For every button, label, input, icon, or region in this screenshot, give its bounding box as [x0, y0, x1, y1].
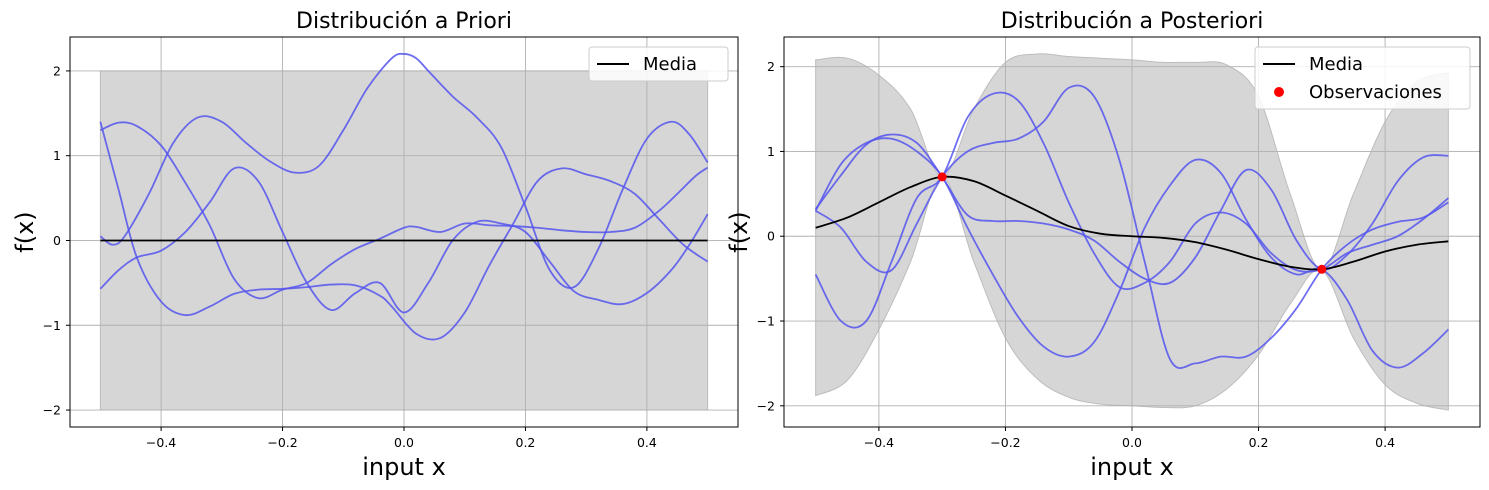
posterior-chart-title: Distribución a Posteriori [1001, 9, 1264, 34]
y-tick-label: 1 [53, 148, 61, 163]
x-tick-label: −0.4 [146, 435, 176, 450]
x-tick-label: 0.4 [1375, 435, 1395, 450]
x-tick-label: −0.4 [864, 435, 894, 450]
posterior-observations [937, 172, 1327, 274]
legend-box [1254, 46, 1471, 110]
legend-dot-swatch [1274, 87, 1284, 97]
legend-box [588, 46, 729, 82]
prior-sample-series [99, 52, 709, 341]
posterior-mean-series [815, 175, 1449, 271]
y-tick-label: 0 [53, 233, 61, 248]
prior-y-axis-label: f(x) [11, 211, 39, 252]
prior-legend: Media [588, 46, 729, 82]
posterior-y-axis-label: f(x) [725, 211, 753, 252]
prior-chart: −0.4 −0.2 0.0 0.2 0.4 −2 −1 0 1 2 Distribución a … [11, 9, 739, 481]
posterior-chart: −0.4 −0.2 0.0 0.2 0.4 −2 −1 0 1 2 Distribución a … [725, 9, 1481, 481]
prior-chart-title: Distribución a Priori [296, 9, 512, 34]
posterior-ticks: −0.4 −0.2 0.0 0.2 0.4 −2 −1 0 1 2 [757, 59, 1396, 450]
y-tick-label: −1 [757, 314, 775, 329]
x-tick-label: 0.2 [516, 435, 536, 450]
posterior-x-axis-label: input x [1090, 453, 1174, 481]
sample-line-3 [99, 121, 709, 341]
legend-label: Media [1309, 54, 1363, 75]
y-tick-label: 1 [767, 144, 775, 159]
y-tick-label: 2 [53, 63, 61, 78]
x-tick-label: −0.2 [267, 435, 297, 450]
y-tick-label: −1 [43, 318, 61, 333]
sample-line-1 [99, 121, 709, 300]
legend-label: Observaciones [1309, 82, 1442, 103]
sample-line-1 [814, 133, 1449, 286]
posterior-sample-series [814, 84, 1449, 369]
y-tick-label: −2 [43, 403, 61, 418]
mean-line [815, 175, 1449, 271]
sample-line-2 [815, 84, 1449, 369]
observation-point [1317, 264, 1327, 274]
sample-line-4 [814, 137, 1449, 369]
x-tick-label: −0.2 [990, 435, 1020, 450]
x-tick-label: 0.0 [1122, 435, 1142, 450]
observation-point [937, 172, 947, 182]
y-tick-label: −2 [757, 398, 775, 413]
legend-label: Media [643, 54, 697, 75]
prior-ticks: −0.4 −0.2 0.0 0.2 0.4 −2 −1 0 1 2 [43, 63, 657, 450]
sample-line-2 [99, 166, 709, 314]
prior-x-axis-label: input x [362, 453, 446, 481]
x-tick-label: 0.4 [637, 435, 657, 450]
x-tick-label: 0.2 [1249, 435, 1269, 450]
posterior-legend: Media Observaciones [1254, 46, 1471, 110]
y-tick-label: 2 [767, 59, 775, 74]
x-tick-label: 0.0 [394, 435, 414, 450]
sample-line-4 [99, 52, 709, 289]
y-tick-label: 0 [767, 229, 775, 244]
sample-line-3 [814, 91, 1449, 329]
